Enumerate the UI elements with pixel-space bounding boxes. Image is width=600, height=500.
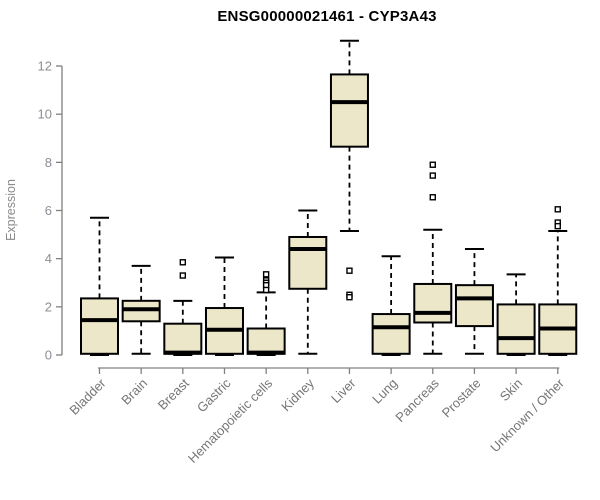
x-category-label: Bladder [66, 375, 109, 418]
boxplot-lung [371, 255, 411, 356]
outlier-point [554, 222, 561, 230]
outlier-point [429, 172, 436, 179]
box-rect [80, 297, 119, 355]
x-category-label: Kidney [278, 375, 317, 414]
x-category-label: Brain [118, 376, 150, 408]
outlier-point [179, 259, 187, 266]
chart-title: ENSG00000021461 - CYP3A43 [217, 8, 437, 25]
outlier-point [346, 267, 353, 274]
boxplot-hematopoietic-cells [246, 271, 286, 356]
boxplot-gastric [204, 256, 244, 356]
x-category-label: Liver [328, 375, 359, 406]
outlier-point [179, 272, 187, 279]
outlier-point [262, 271, 270, 278]
y-tick-label: 0 [45, 348, 52, 363]
y-tick-label: 12 [38, 59, 52, 74]
outlier-point [429, 194, 436, 201]
outlier-point [554, 206, 561, 213]
box-rect [288, 235, 328, 290]
boxplot-brain [121, 264, 161, 355]
box-rect [163, 322, 203, 355]
boxplot-skin [496, 273, 536, 356]
y-tick-label: 8 [45, 155, 52, 170]
box-rect [454, 284, 494, 328]
box-rect [496, 303, 536, 355]
x-category-label: Prostate [439, 376, 484, 421]
x-category-label: Unknown / Other [487, 375, 567, 455]
boxplot-liver [329, 39, 369, 301]
x-category-label: Lung [369, 376, 400, 407]
x-category-label: Skin [497, 376, 525, 404]
boxplot-prostate [454, 248, 494, 355]
box-rect [413, 282, 453, 324]
boxplot-kidney [288, 209, 328, 355]
boxplot-unknown-other [538, 206, 578, 356]
box-rect [371, 313, 411, 355]
outlier-point [346, 294, 353, 301]
outlier-point [429, 161, 436, 168]
y-tick-label: 6 [45, 203, 52, 218]
boxplot-breast [163, 259, 203, 356]
x-category-label: Breast [155, 375, 192, 412]
boxplot-bladder [80, 216, 119, 356]
y-tick-label: 10 [38, 107, 52, 122]
y-tick-label: 2 [45, 299, 52, 314]
box-rect [329, 73, 369, 148]
boxplot-pancreas [413, 161, 453, 355]
box-rect [246, 327, 286, 355]
outlier-point [262, 286, 270, 294]
x-category-label: Gastric [194, 375, 234, 415]
x-category-label: Pancreas [392, 375, 442, 425]
y-tick-label: 4 [45, 251, 52, 266]
